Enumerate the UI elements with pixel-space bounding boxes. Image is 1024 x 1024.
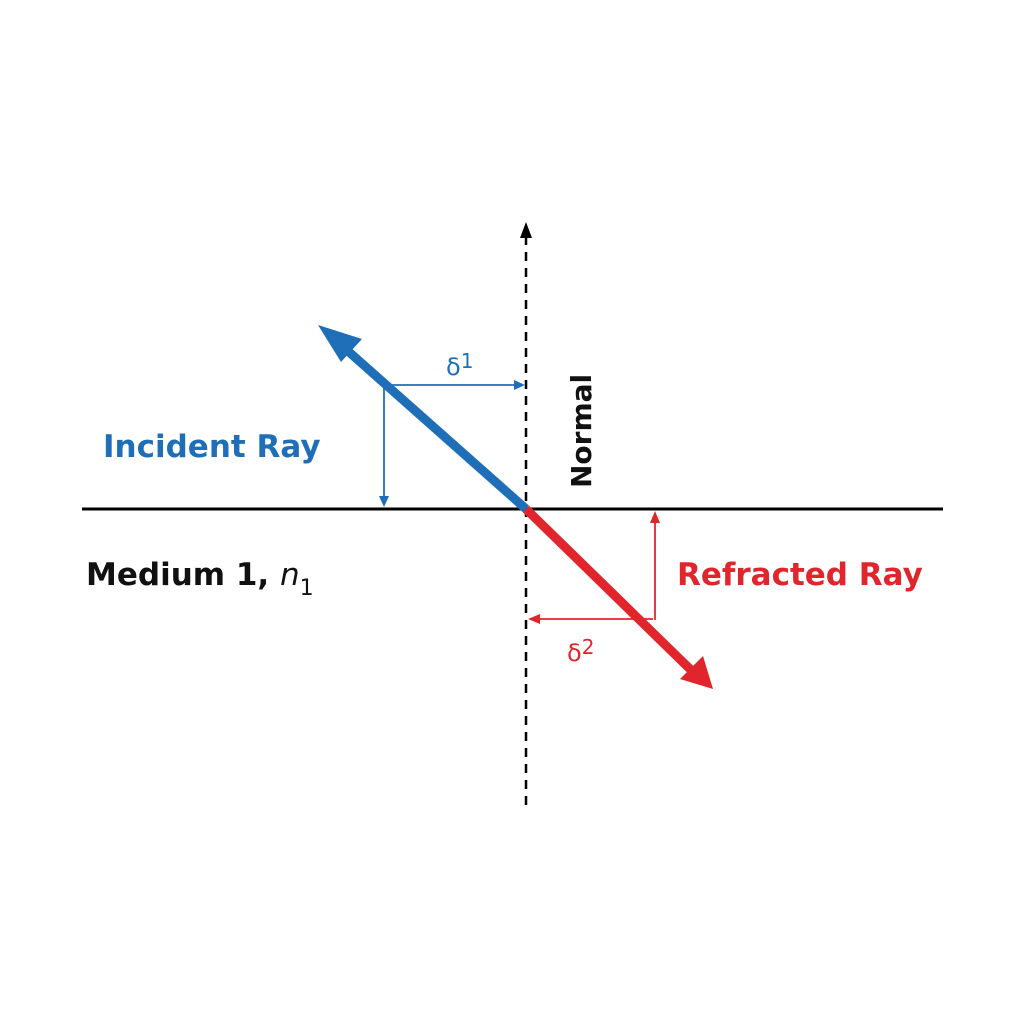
incident-ray-arrowhead: [318, 325, 362, 362]
refracted-ray-label: Refracted Ray: [677, 557, 923, 593]
incident-ray-label: Incident Ray: [103, 429, 321, 465]
angle2-index: 2: [582, 635, 595, 659]
normal-arrowhead: [520, 222, 532, 238]
incident-horizontal-arrowhead: [514, 380, 525, 390]
refracted-vertical-arrowhead: [650, 511, 660, 523]
angle2-symbol: δ: [567, 639, 582, 667]
medium-label-subscript: 1: [300, 576, 314, 601]
angle1-symbol: δ: [446, 353, 461, 381]
incident-vertical-arrowhead: [379, 496, 389, 507]
angle2-label: δ2: [567, 635, 594, 667]
refracted-ray: [522, 505, 696, 675]
angle1-index: 1: [461, 349, 474, 373]
incident-ray: [337, 340, 529, 513]
angle1-label: δ1: [446, 349, 473, 381]
medium-label-symbol: n: [280, 557, 300, 593]
normal-label: Normal: [565, 374, 598, 488]
medium-label-main: Medium 1,: [86, 557, 280, 593]
refracted-ray-arrowhead: [680, 656, 713, 689]
refracted-horizontal-arrowhead: [528, 614, 540, 624]
medium-label: Medium 1, n1: [86, 557, 314, 601]
